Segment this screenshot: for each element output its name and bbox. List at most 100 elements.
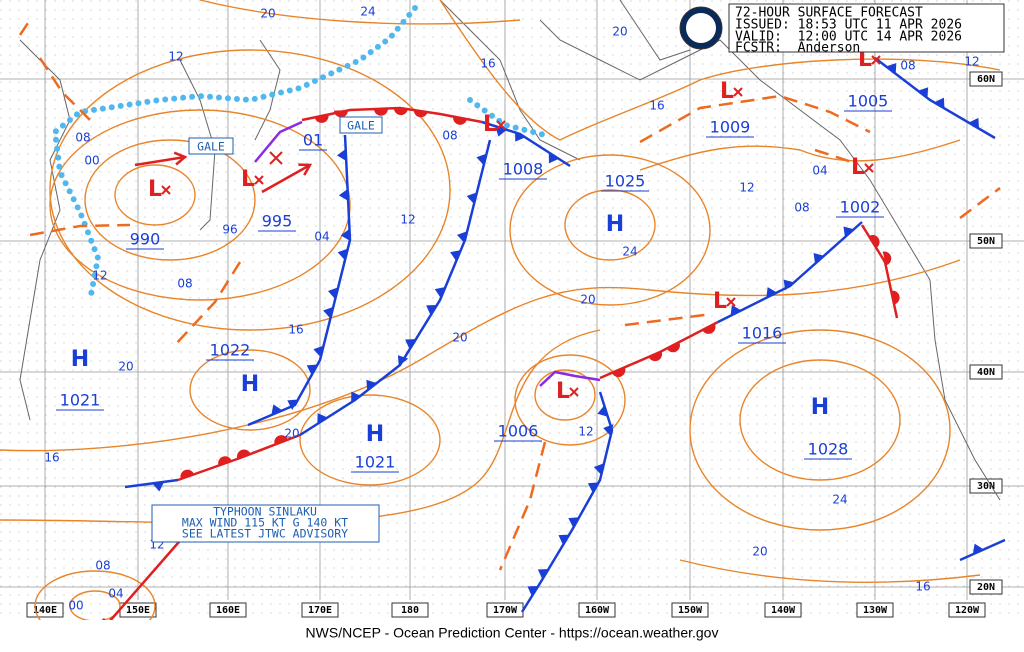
cold-front-barb <box>813 253 825 264</box>
gale-label: GALE <box>197 140 225 154</box>
cold-front-barb <box>366 379 377 391</box>
isobar-label: 16 <box>480 57 495 71</box>
central-pressure: 995 <box>262 212 293 231</box>
warm-front-bump <box>453 116 467 125</box>
noaa-logo-inner <box>686 13 716 43</box>
isobar-label: 04 <box>812 164 827 178</box>
header-valid: VALID: 12:00 UTC 14 APR 2026 <box>735 30 962 45</box>
warm-front-bump <box>393 107 408 116</box>
lon-label: 160E <box>216 605 240 616</box>
low-symbol: L <box>858 47 872 72</box>
warm-front-bump <box>373 108 388 116</box>
ice-front <box>51 5 418 303</box>
cold-front-barb <box>450 250 461 262</box>
isobar-label: 16 <box>44 451 59 465</box>
isobar-label: 12 <box>739 181 754 195</box>
isobar-label: 08 <box>95 559 110 573</box>
high-symbol: H <box>811 395 829 420</box>
cold-front-barb <box>968 117 980 129</box>
header-box: 72-HOUR SURFACE FORECAST ISSUED: 18:53 U… <box>679 3 1005 56</box>
cold-front-barb <box>152 481 165 492</box>
cold-front-barb <box>397 355 409 366</box>
trough-front <box>498 441 547 571</box>
cold-front <box>247 134 352 427</box>
warm-front-bump <box>611 367 626 378</box>
lon-label: 180 <box>401 605 419 616</box>
trough-front <box>38 57 93 123</box>
gale-frame <box>339 116 383 134</box>
isobar-label: 96 <box>222 223 237 237</box>
isobar-label: 24 <box>360 5 375 19</box>
cold-front-barb <box>317 413 328 424</box>
central-pressure: 1002 <box>840 198 881 217</box>
central-pressure: 1025 <box>605 172 646 191</box>
isobar-label: 16 <box>649 99 664 113</box>
isobar-label: 20 <box>452 331 467 345</box>
cold-front-barb <box>597 405 608 417</box>
isobar-labels: 20 24 12 16 20 16 08 00 08 96 04 12 08 12 16 20 20 20 24 12… <box>44 5 979 613</box>
lon-label: 150W <box>678 605 703 616</box>
lon-label: 150E <box>126 605 150 616</box>
isobar-label: 16 <box>915 580 930 594</box>
isobar-label: 20 <box>260 7 275 21</box>
cold-front-barb <box>306 364 318 376</box>
lon-label: 170E <box>308 605 332 616</box>
cold-front <box>481 120 571 168</box>
isobar-label: 08 <box>75 131 90 145</box>
lat-label-box <box>969 579 1003 595</box>
warm-front-bump <box>274 435 288 445</box>
isobar-label: 16 <box>288 323 303 337</box>
isobar-label: 24 <box>622 245 637 259</box>
cold-front-barb <box>587 482 599 493</box>
central-pressure: 1005 <box>848 92 889 111</box>
lat-label: 40N <box>977 367 995 378</box>
cold-front-barb <box>843 226 854 238</box>
low-symbol: L <box>720 79 734 104</box>
isobar-label: 12 <box>168 50 183 64</box>
occl-front <box>539 370 601 387</box>
advisory-line: TYPHOON SINLAKU <box>213 505 317 519</box>
cold-front <box>299 139 492 437</box>
isobar-label: 00 <box>68 599 83 613</box>
isobar-label: 20 <box>752 545 767 559</box>
central-pressure: 1009 <box>710 118 751 137</box>
footer-credit: NWS/NCEP - Ocean Prediction Center - htt… <box>306 625 719 641</box>
central-pressure: 1008 <box>503 160 544 179</box>
cold-front-barb <box>783 279 795 291</box>
arrow-head <box>173 151 188 166</box>
central-pressure: 1021 <box>355 453 396 472</box>
central-pressure: 1021 <box>60 391 101 410</box>
cold-front-barb <box>476 153 487 166</box>
cold-front <box>520 391 614 613</box>
lat-label-box <box>969 71 1003 87</box>
low-cross <box>871 55 881 65</box>
warm-front-bump <box>333 110 348 118</box>
header-forecaster: FCSTR: Anderson <box>735 41 860 56</box>
lon-label-box <box>301 602 339 618</box>
trough-front <box>624 312 713 327</box>
header-issued: ISSUED: 18:53 UTC 11 APR 2026 <box>735 18 962 33</box>
central-pressure: 1006 <box>498 422 539 441</box>
cold-front-barb <box>327 287 339 300</box>
lat-label-box <box>969 233 1003 249</box>
central-pressure: 1016 <box>742 324 783 343</box>
trough-front <box>174 261 242 346</box>
isobar-label: 20 <box>612 25 627 39</box>
isobar-label: 24 <box>832 493 847 507</box>
warm-front <box>301 106 483 124</box>
cold-front-barb <box>537 568 549 580</box>
low-cross <box>254 175 264 185</box>
cold-front-barb <box>558 534 570 545</box>
isobar-label: 08 <box>794 201 809 215</box>
isobar-label: 20 <box>580 293 595 307</box>
isobar-label: 08 <box>442 129 457 143</box>
warm-front-bump <box>236 449 251 459</box>
isobar-label: 08 <box>900 59 915 73</box>
cold-front <box>124 478 179 489</box>
isobar-label: 12 <box>400 213 415 227</box>
low-symbol: L <box>241 167 255 192</box>
header-frame <box>728 3 1005 53</box>
cold-front-barb <box>338 188 349 201</box>
isobar-label: 04 <box>108 587 123 601</box>
warm-front-bump <box>868 234 880 248</box>
